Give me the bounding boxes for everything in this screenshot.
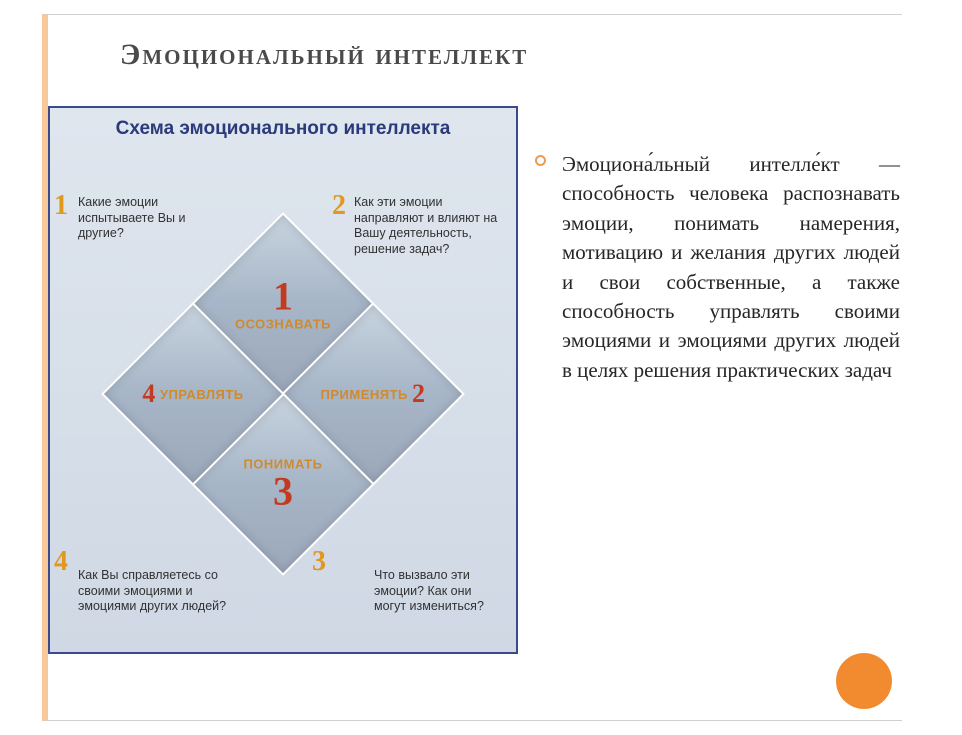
annotation-number-3: 3: [312, 546, 326, 578]
annotation-3-text: Что вызвало эти эмоции? Как они могут из…: [356, 568, 506, 615]
accent-circle: [836, 653, 892, 709]
diagram-area: 1 2 3 4 Какие эмоции испытываете Вы и др…: [50, 140, 516, 620]
cell-right-verb: ПРИМЕНЯТЬ 2: [303, 381, 443, 407]
cell-top-number: 1: [213, 277, 353, 317]
page-title: Эмоциональный интеллект: [120, 38, 528, 72]
diagram-title: Схема эмоционального интеллекта: [50, 118, 516, 140]
cell-top-verb: ОСОЗНАВАТЬ: [213, 317, 353, 332]
diagram-panel: Схема эмоционального интеллекта 1 2 3 4 …: [48, 106, 518, 654]
bullet-icon: [535, 155, 546, 166]
cell-left-number: 4: [142, 379, 156, 408]
cell-bottom-number: 3: [213, 472, 353, 512]
annotation-4-text: Как Вы справляетесь со своими эмоциями и…: [60, 568, 235, 615]
rhombus: 1 ОСОЗНАВАТЬ ПРИМЕНЯТЬ 2 ПОНИМАТЬ 3: [128, 225, 438, 535]
definition-text: Эмоциона́льный интелле́кт — способность …: [562, 150, 900, 385]
cell-left-verb: 4 УПРАВЛЯТЬ: [123, 381, 263, 407]
cell-right-number: 2: [412, 379, 426, 408]
